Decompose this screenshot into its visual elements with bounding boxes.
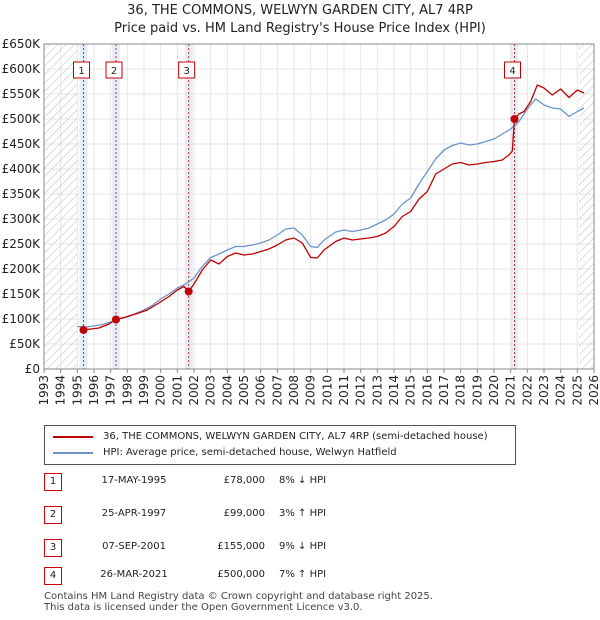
- x-tick-label: 1994: [54, 375, 68, 406]
- sale-highlight-band: [510, 44, 519, 369]
- x-tick-label: 1997: [104, 375, 118, 406]
- x-tick-label: 2004: [220, 375, 234, 406]
- x-tick-label: 2026: [587, 375, 600, 406]
- x-tick-label: 2007: [270, 375, 284, 406]
- sale-marker-label: 4: [509, 66, 515, 77]
- sale-highlight-band: [79, 44, 88, 369]
- x-tick-label: 1993: [37, 375, 51, 406]
- sale-date: 07-SEP-2001: [102, 541, 166, 552]
- y-tick-label: £300K: [2, 212, 42, 226]
- sale-point: [184, 287, 193, 296]
- hpi-line: [77, 98, 585, 328]
- x-tick-label: 1998: [120, 375, 134, 406]
- x-tick-label: 2022: [520, 375, 534, 406]
- legend-swatch-property: [53, 436, 93, 438]
- y-tick-label: £200K: [2, 262, 42, 276]
- price-chart: 1 2 3 4 £0 £50K £100K £150K £200K £250K £300K £350…: [2, 37, 600, 406]
- sale-price: £99,000: [223, 508, 265, 519]
- footer-line: This data is licensed under the Open Gov…: [44, 602, 363, 613]
- y-tick-label: £400K: [2, 162, 42, 176]
- y-tick-label: £500K: [2, 112, 42, 126]
- x-tick-label: 2002: [187, 375, 201, 406]
- x-tick-label: 2008: [287, 375, 301, 406]
- x-tick-label: 2018: [454, 375, 468, 406]
- x-tick-label: 2001: [170, 375, 184, 406]
- sale-marker-badge: [105, 61, 123, 79]
- sale-point: [112, 315, 120, 324]
- x-tick-label: 2003: [204, 375, 218, 406]
- y-tick-label: £50K: [9, 337, 41, 351]
- x-tick-label: 2017: [437, 375, 451, 406]
- sale-hpi-diff: 9% ↓ HPI: [279, 541, 327, 552]
- x-tick-label: 2005: [237, 375, 251, 406]
- x-tick-label: 2000: [154, 375, 168, 406]
- footer-attribution: Contains HM Land Registry data © Crown c…: [44, 591, 433, 613]
- x-tick-label: 1996: [87, 375, 101, 406]
- x-tick-label: 2006: [254, 375, 268, 406]
- y-tick-label: £350K: [2, 187, 42, 201]
- sale-marker-label: 3: [183, 66, 189, 77]
- y-tick-label: £250K: [2, 237, 42, 251]
- sale-date: 17-MAY-1995: [101, 475, 167, 486]
- sale-point: [510, 115, 519, 123]
- sale-point: [79, 326, 88, 334]
- y-tick-label: £150K: [2, 287, 42, 301]
- y-tick-label: £0: [25, 362, 40, 376]
- subtitle-line: Price paid vs. HM Land Registry's House …: [114, 21, 486, 36]
- x-tick-label: 2009: [304, 375, 318, 406]
- chart-title: 36, THE COMMONS, WELWYN GARDEN CITY, AL7…: [0, 2, 600, 38]
- x-tick-label: 2016: [420, 375, 434, 406]
- x-tick-label: 2013: [370, 375, 384, 406]
- x-tick-label: 2023: [537, 375, 551, 406]
- x-tick-label: 2020: [487, 375, 501, 406]
- sale-hpi-diff: 3% ↑ HPI: [279, 508, 327, 519]
- property-price-line: [83, 84, 585, 331]
- sale-hpi-diff: 8% ↓ HPI: [279, 475, 327, 486]
- sale-price: £78,000: [223, 475, 265, 486]
- y-tick-label: £650K: [2, 37, 42, 51]
- x-tick-label: 2015: [404, 375, 418, 406]
- sale-price: £155,000: [217, 541, 265, 552]
- sale-marker-label: 1: [78, 66, 84, 77]
- sale-marker-badge: [178, 61, 196, 79]
- sale-highlight-band: [184, 44, 193, 369]
- sale-price: £500,000: [217, 569, 265, 580]
- y-tick-label: £100K: [2, 312, 42, 326]
- x-tick-label: 2021: [504, 375, 518, 406]
- sale-number-badge: 1: [44, 473, 62, 491]
- sale-date: 26-MAR-2021: [100, 569, 168, 580]
- x-tick-label: 1995: [70, 375, 84, 406]
- x-tick-label: 2014: [387, 375, 401, 406]
- footer-line: Contains HM Land Registry data © Crown c…: [44, 591, 433, 602]
- legend-swatch-hpi: [53, 452, 93, 454]
- y-tick-label: £550K: [2, 87, 42, 101]
- sale-date: 25-APR-1997: [101, 508, 167, 519]
- x-tick-label: 2025: [570, 375, 584, 406]
- sale-highlight-band: [112, 44, 120, 369]
- y-tick-label: £600K: [2, 62, 42, 76]
- sale-marker-badge: [73, 61, 90, 79]
- legend-label-property: 36, THE COMMONS, WELWYN GARDEN CITY, AL7…: [103, 431, 488, 442]
- sale-number-badge: 3: [44, 539, 62, 557]
- legend-label-hpi: HPI: Average price, semi-detached house,…: [103, 447, 397, 458]
- sale-number-badge: 2: [44, 506, 62, 524]
- title-line: 36, THE COMMONS, WELWYN GARDEN CITY, AL7…: [127, 3, 473, 18]
- sale-marker-badge: [504, 61, 521, 79]
- x-tick-label: 2024: [554, 375, 568, 406]
- y-tick-label: £450K: [2, 137, 42, 151]
- sale-number-badge: 4: [44, 567, 62, 585]
- x-tick-label: 2011: [337, 375, 351, 406]
- sale-marker-label: 2: [111, 66, 117, 77]
- plot-frame: [43, 43, 595, 370]
- x-tick-label: 1999: [137, 375, 151, 406]
- hatched-region: [44, 44, 78, 369]
- x-tick-label: 2010: [320, 375, 334, 406]
- x-tick-label: 2019: [470, 375, 484, 406]
- legend: 36, THE COMMONS, WELWYN GARDEN CITY, AL7…: [44, 425, 516, 465]
- x-tick-label: 2012: [354, 375, 368, 406]
- sale-hpi-diff: 7% ↑ HPI: [279, 569, 327, 580]
- hatched-region: [579, 44, 594, 369]
